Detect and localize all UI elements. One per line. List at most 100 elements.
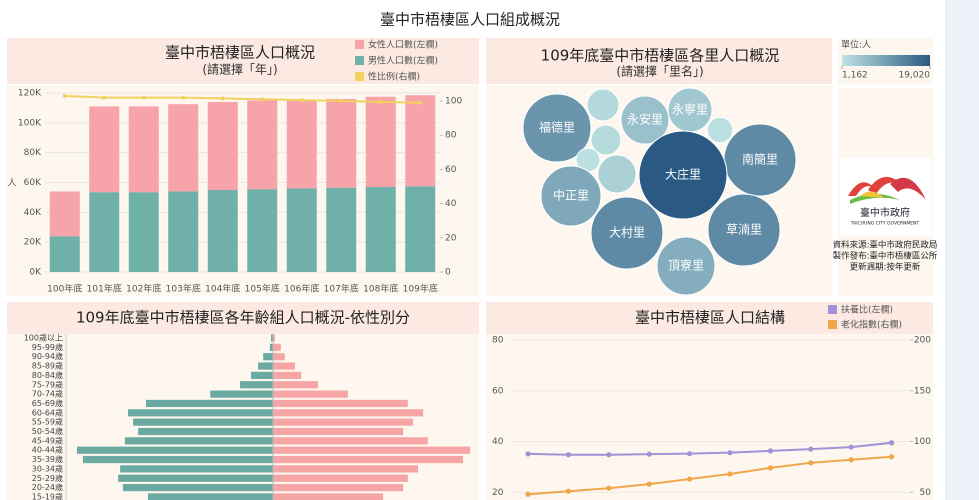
bar [286, 188, 317, 272]
bubble-label: 大庄里 [665, 167, 701, 182]
bar [273, 390, 348, 398]
bubble [590, 196, 664, 270]
point [848, 457, 854, 463]
y2-tick-label: 60 [445, 165, 457, 175]
y-tick-label: 60K [24, 178, 42, 188]
y-tick-label: 80-84歲 [32, 370, 63, 380]
y-tick-label: 35-39歲 [32, 454, 63, 464]
y-tick-label: 65-69歲 [32, 398, 63, 408]
y-tick-label: 120K [18, 89, 42, 99]
bar [273, 474, 408, 482]
bar [405, 95, 436, 187]
bar [138, 427, 273, 436]
bar [263, 353, 273, 361]
chart-subtitle: (請選擇「年」) [202, 62, 277, 77]
bubble [590, 124, 622, 156]
bubble [638, 130, 728, 220]
y-tick-label: 30-34歲 [32, 463, 63, 473]
y2-tick-label: 40 [445, 199, 457, 209]
x-tick-label: 106年底 [284, 283, 319, 295]
bar [247, 189, 278, 272]
bar [168, 191, 199, 272]
point [525, 451, 531, 457]
point [220, 96, 225, 101]
bubble [620, 95, 670, 145]
y2-tick-label: 100 [445, 97, 462, 107]
bar [273, 493, 384, 500]
x-tick-label: 101年底 [87, 283, 122, 295]
point [727, 450, 733, 456]
y-tick-label: 25-29歲 [32, 473, 63, 483]
bar [49, 191, 80, 237]
chart-title: 109年底臺中市梧棲區各年齡組人口概況-依性別分 [76, 309, 410, 327]
bar [273, 418, 413, 426]
y-axis-label: 人 [7, 178, 16, 189]
bar [269, 343, 273, 351]
bubble-label: 頂寮里 [668, 258, 704, 273]
y2-tick-label: 200 [914, 336, 931, 346]
bar [273, 334, 275, 342]
panel [7, 85, 479, 296]
point [378, 99, 383, 104]
y-tick-label: 50-54歲 [32, 426, 63, 436]
bubble-label: 永安里 [627, 112, 663, 127]
y-tick-label: 80 [492, 336, 504, 346]
bar [77, 446, 273, 454]
y2-tick-label: 50 [920, 488, 932, 498]
x-tick-label: 104年底 [205, 283, 240, 295]
point [767, 465, 774, 471]
x-tick-label: 109年底 [403, 283, 438, 295]
bar [273, 427, 404, 436]
chart-title: 臺中市梧棲區人口概況 [165, 44, 315, 62]
logo-shape [890, 177, 926, 200]
y2-tick-label: 20 [445, 233, 457, 243]
x-tick-label: 102年底 [126, 283, 161, 295]
bar [326, 98, 357, 188]
point [565, 452, 572, 458]
bar [89, 192, 120, 272]
chart-subtitle: (請選擇「里名」) [616, 64, 703, 79]
bar [271, 334, 273, 342]
point [102, 95, 107, 100]
page-title: 臺中市梧棲區人口組成概況 [380, 11, 560, 29]
point [260, 97, 265, 102]
bar [147, 493, 273, 500]
point [646, 451, 652, 457]
line [64, 94, 421, 104]
x-tick-label: 100年底 [47, 283, 82, 295]
bar [405, 186, 436, 272]
y-tick-label: 90-94歲 [32, 351, 63, 361]
bar [365, 96, 396, 187]
point [565, 488, 572, 494]
point [525, 491, 531, 497]
bubble-label: 南簡里 [742, 152, 778, 167]
y2-tick-label: 150 [914, 386, 931, 396]
legend-label: 性比例(右欄) [368, 71, 420, 83]
point [606, 485, 612, 491]
bubble [522, 93, 592, 163]
bar [251, 371, 273, 379]
bubble [597, 154, 637, 194]
logo-en: TAICHUNG CITY GOVERNMENT [850, 221, 920, 227]
point [767, 448, 774, 454]
y-tick-label: 55-59歲 [32, 417, 63, 427]
panel-header [486, 302, 933, 334]
y-tick-label: 60 [492, 386, 504, 396]
bar [273, 362, 295, 370]
logo-name: 臺中市政府 [860, 206, 910, 219]
panel-header [486, 38, 832, 84]
legend-swatch [828, 320, 837, 329]
legend-swatch [828, 305, 837, 314]
bubble-label: 中正里 [553, 188, 589, 203]
color-scale [842, 55, 930, 66]
bar [365, 186, 396, 272]
bar [326, 187, 357, 272]
logo-shape [848, 182, 876, 196]
bar [210, 390, 273, 398]
point [889, 440, 895, 446]
point [62, 93, 67, 98]
bar [82, 455, 273, 464]
bar [240, 381, 273, 389]
point [299, 98, 304, 103]
